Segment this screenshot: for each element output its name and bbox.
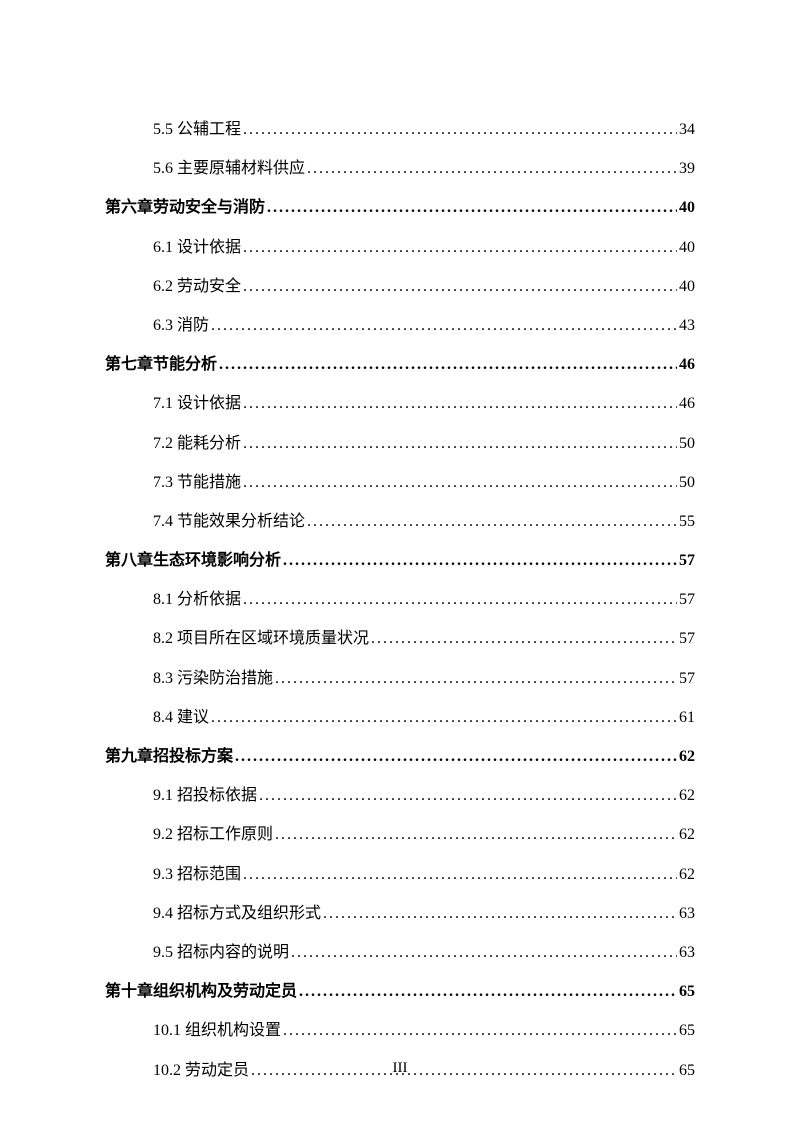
toc-leader-dots xyxy=(211,698,677,737)
toc-label: 7.4 节能效果分析结论 xyxy=(153,502,305,541)
toc-leader-dots xyxy=(275,659,677,698)
toc-leader-dots xyxy=(243,228,677,267)
toc-section: 7.3 节能措施 50 xyxy=(153,463,695,502)
toc-leader-dots xyxy=(243,580,677,619)
toc-leader-dots xyxy=(243,424,677,463)
toc-page-number: 46 xyxy=(679,345,695,384)
toc-page-number: 57 xyxy=(679,541,695,580)
toc-label: 9.5 招标内容的说明 xyxy=(153,933,289,972)
toc-chapter: 第八章生态环境影响分析 57 xyxy=(105,541,695,580)
toc-section: 8.3 污染防治措施 57 xyxy=(153,659,695,698)
toc-label: 8.1 分析依据 xyxy=(153,580,241,619)
toc-chapter: 第七章节能分析 46 xyxy=(105,345,695,384)
toc-section: 7.2 能耗分析 50 xyxy=(153,424,695,463)
toc-section: 6.3 消防 43 xyxy=(153,306,695,345)
toc-page-number: 65 xyxy=(679,972,695,1011)
toc-leader-dots xyxy=(283,1011,677,1050)
toc-page-number: 57 xyxy=(679,619,695,658)
toc-page-number: 65 xyxy=(679,1011,695,1050)
toc-page-number: 57 xyxy=(679,659,695,698)
toc-page-number: 57 xyxy=(679,580,695,619)
toc-label: 7.1 设计依据 xyxy=(153,384,241,423)
toc-section: 7.1 设计依据 46 xyxy=(153,384,695,423)
toc-section: 8.1 分析依据 57 xyxy=(153,580,695,619)
toc-label: 6.2 劳动安全 xyxy=(153,267,241,306)
toc-chapter: 第十章组织机构及劳动定员 65 xyxy=(105,972,695,1011)
toc-chapter: 第六章劳动安全与消防 40 xyxy=(105,188,695,227)
toc-label: 9.1 招投标依据 xyxy=(153,776,257,815)
toc-page-number: 39 xyxy=(679,149,695,188)
toc-section: 6.1 设计依据 40 xyxy=(153,228,695,267)
toc-page-number: 55 xyxy=(679,502,695,541)
toc-leader-dots xyxy=(299,972,677,1011)
toc-page-number: 62 xyxy=(679,855,695,894)
toc-page-number: 61 xyxy=(679,698,695,737)
toc-leader-dots xyxy=(307,149,677,188)
toc-leader-dots xyxy=(243,855,677,894)
toc-label: 第八章生态环境影响分析 xyxy=(105,541,281,580)
toc-leader-dots xyxy=(267,188,677,227)
toc-label: 8.3 污染防治措施 xyxy=(153,659,273,698)
toc-leader-dots xyxy=(371,619,677,658)
toc-page-number: 40 xyxy=(679,188,695,227)
toc-leader-dots xyxy=(243,267,677,306)
toc-section: 9.1 招投标依据 62 xyxy=(153,776,695,815)
toc-page-number: 62 xyxy=(679,815,695,854)
toc-leader-dots xyxy=(219,345,677,384)
toc-label: 第六章劳动安全与消防 xyxy=(105,188,265,227)
toc-section: 6.2 劳动安全 40 xyxy=(153,267,695,306)
toc-label: 第七章节能分析 xyxy=(105,345,217,384)
toc-leader-dots xyxy=(243,463,677,502)
toc-leader-dots xyxy=(259,776,677,815)
toc-section: 8.4 建议 61 xyxy=(153,698,695,737)
toc-page-number: 40 xyxy=(679,267,695,306)
toc-page-number: 34 xyxy=(679,110,695,149)
toc-leader-dots xyxy=(323,894,677,933)
toc-section: 5.5 公辅工程 34 xyxy=(153,110,695,149)
toc-page-number: 62 xyxy=(679,737,695,776)
toc-page-number: 46 xyxy=(679,384,695,423)
toc-label: 第十章组织机构及劳动定员 xyxy=(105,972,297,1011)
toc-section: 9.4 招标方式及组织形式 63 xyxy=(153,894,695,933)
toc-section: 8.2 项目所在区域环境质量状况 57 xyxy=(153,619,695,658)
toc-label: 9.2 招标工作原则 xyxy=(153,815,273,854)
table-of-contents: 5.5 公辅工程 345.6 主要原辅材料供应 39第六章劳动安全与消防 406… xyxy=(105,110,695,1090)
toc-leader-dots xyxy=(243,384,677,423)
toc-page-number: 62 xyxy=(679,776,695,815)
toc-leader-dots xyxy=(307,502,677,541)
toc-page-number: 63 xyxy=(679,933,695,972)
toc-leader-dots xyxy=(211,306,677,345)
toc-section: 10.1 组织机构设置 65 xyxy=(153,1011,695,1050)
toc-label: 7.2 能耗分析 xyxy=(153,424,241,463)
toc-page-number: 50 xyxy=(679,463,695,502)
toc-leader-dots xyxy=(235,737,677,776)
toc-section: 9.3 招标范围 62 xyxy=(153,855,695,894)
toc-leader-dots xyxy=(275,815,677,854)
toc-leader-dots xyxy=(283,541,677,580)
toc-section: 5.6 主要原辅材料供应 39 xyxy=(153,149,695,188)
toc-label: 5.6 主要原辅材料供应 xyxy=(153,149,305,188)
toc-label: 6.1 设计依据 xyxy=(153,228,241,267)
toc-label: 9.4 招标方式及组织形式 xyxy=(153,894,321,933)
toc-page-number: 63 xyxy=(679,894,695,933)
toc-label: 6.3 消防 xyxy=(153,306,209,345)
toc-label: 9.3 招标范围 xyxy=(153,855,241,894)
toc-section: 9.2 招标工作原则 62 xyxy=(153,815,695,854)
toc-label: 8.4 建议 xyxy=(153,698,209,737)
page-number: III xyxy=(0,1060,800,1077)
toc-chapter: 第九章招投标方案 62 xyxy=(105,737,695,776)
toc-label: 第九章招投标方案 xyxy=(105,737,233,776)
toc-label: 8.2 项目所在区域环境质量状况 xyxy=(153,619,369,658)
toc-page-number: 40 xyxy=(679,228,695,267)
toc-section: 7.4 节能效果分析结论 55 xyxy=(153,502,695,541)
toc-leader-dots xyxy=(291,933,677,972)
toc-label: 10.1 组织机构设置 xyxy=(153,1011,281,1050)
toc-section: 9.5 招标内容的说明 63 xyxy=(153,933,695,972)
toc-leader-dots xyxy=(243,110,677,149)
toc-page-number: 50 xyxy=(679,424,695,463)
toc-label: 5.5 公辅工程 xyxy=(153,110,241,149)
toc-label: 7.3 节能措施 xyxy=(153,463,241,502)
toc-page-number: 43 xyxy=(679,306,695,345)
